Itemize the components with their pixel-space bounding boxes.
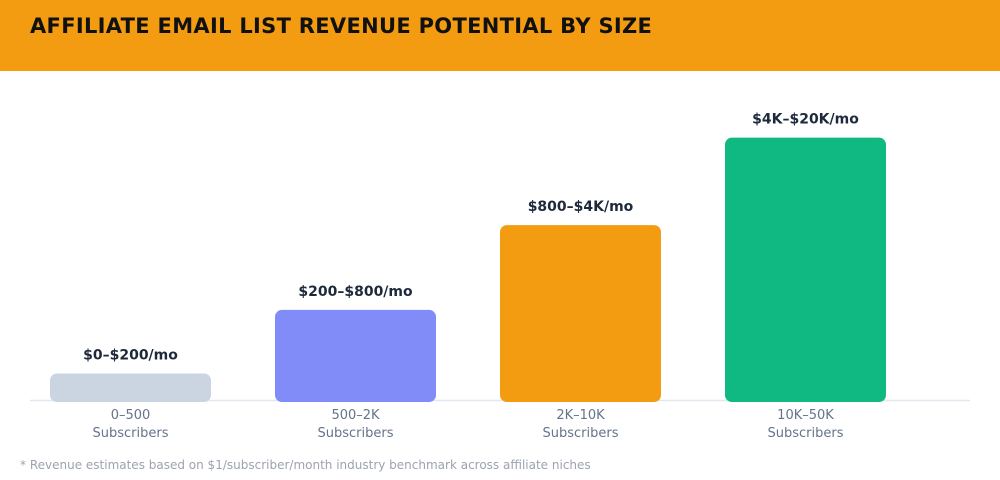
x-tick-label: Subscribers <box>318 426 394 441</box>
bar <box>50 373 211 402</box>
x-tick-label: 10K–50K <box>777 408 834 423</box>
x-tick-label: 500–2K <box>331 408 380 423</box>
x-tick-label: Subscribers <box>543 426 619 441</box>
bar <box>500 225 661 402</box>
footnote: * Revenue estimates based on $1/subscrib… <box>20 458 591 472</box>
data-label: $0–$200/mo <box>83 348 178 364</box>
x-tick-label: Subscribers <box>768 426 844 441</box>
chart-title: AFFILIATE EMAIL LIST REVENUE POTENTIAL B… <box>30 14 653 38</box>
header-banner: AFFILIATE EMAIL LIST REVENUE POTENTIAL B… <box>0 0 1000 71</box>
x-tick-label: 0–500 <box>111 408 151 423</box>
bar <box>275 309 436 402</box>
bar <box>725 137 886 402</box>
data-label: $4K–$20K/mo <box>752 112 859 128</box>
x-tick-label: 2K–10K <box>556 408 605 423</box>
data-label: $800–$4K/mo <box>528 199 634 215</box>
data-label: $200–$800/mo <box>298 284 413 300</box>
x-tick-label: Subscribers <box>93 426 169 441</box>
